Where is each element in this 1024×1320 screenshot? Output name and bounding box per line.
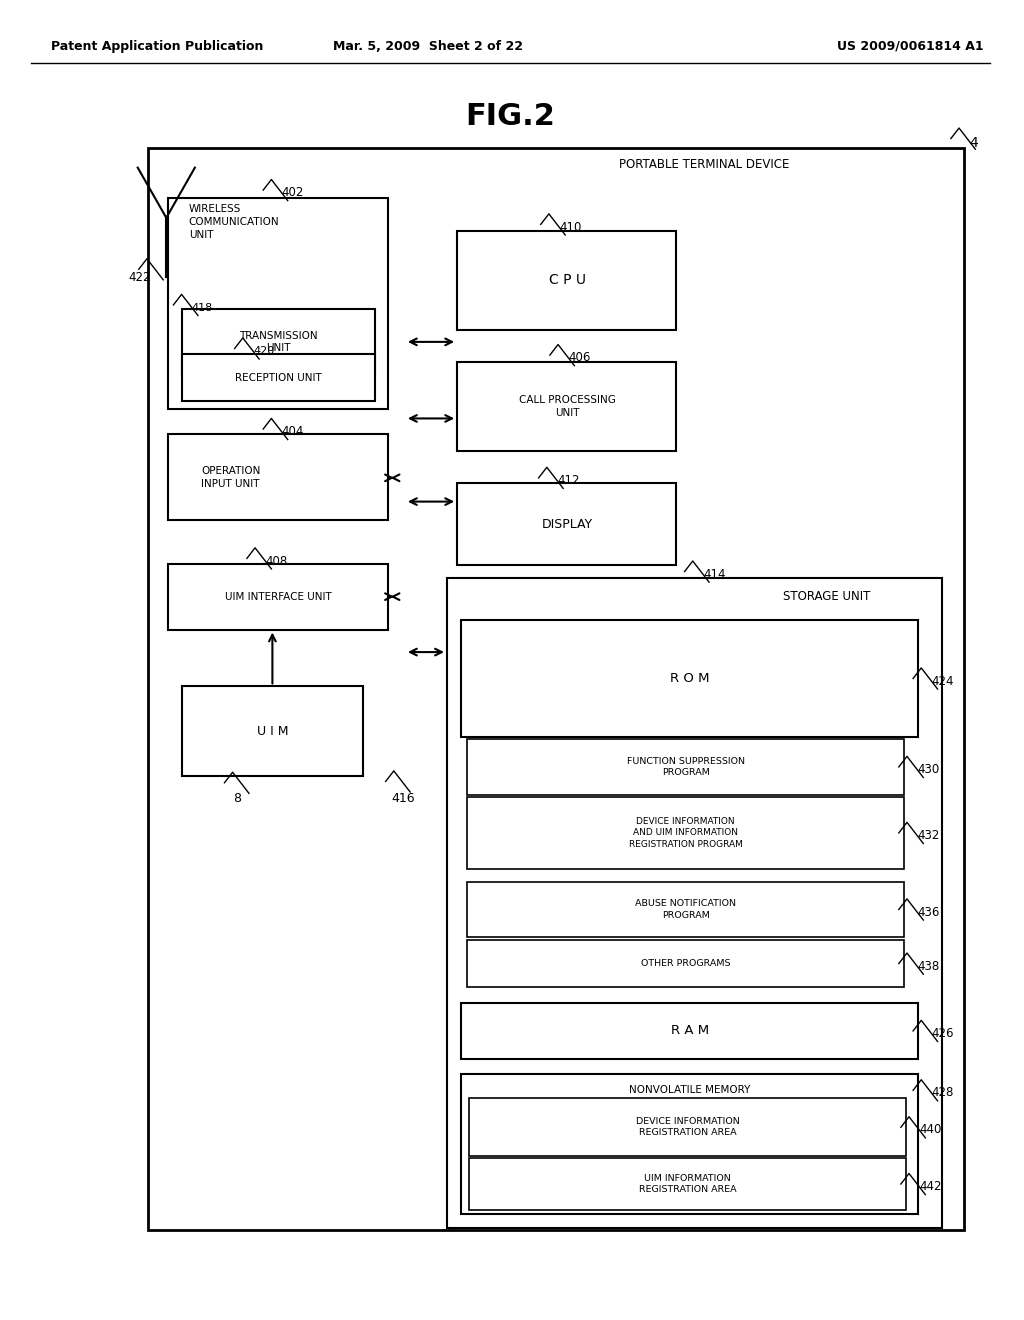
Text: 442: 442 <box>920 1180 942 1193</box>
Text: 420: 420 <box>253 346 274 356</box>
Bar <box>457 362 677 451</box>
Text: 406: 406 <box>568 351 591 364</box>
Text: 402: 402 <box>282 186 304 199</box>
Text: 436: 436 <box>918 906 940 919</box>
Text: 416: 416 <box>391 792 415 805</box>
Text: R O M: R O M <box>670 672 710 685</box>
Text: 430: 430 <box>918 763 939 776</box>
Text: 8: 8 <box>232 792 241 805</box>
Bar <box>168 434 388 520</box>
Text: OTHER PROGRAMS: OTHER PROGRAMS <box>641 960 730 968</box>
Bar <box>147 148 965 1230</box>
Bar <box>446 578 942 1228</box>
Bar <box>461 1074 919 1214</box>
Text: FUNCTION SUPPRESSION
PROGRAM: FUNCTION SUPPRESSION PROGRAM <box>627 756 744 777</box>
Text: 404: 404 <box>282 425 304 438</box>
Text: Patent Application Publication: Patent Application Publication <box>51 40 263 53</box>
Text: 422: 422 <box>128 271 151 284</box>
Bar <box>181 686 364 776</box>
Text: 414: 414 <box>702 568 725 581</box>
Text: 424: 424 <box>932 675 954 688</box>
Text: 440: 440 <box>920 1123 942 1137</box>
Text: 432: 432 <box>918 829 940 842</box>
Text: 426: 426 <box>932 1027 954 1040</box>
Text: NONVOLATILE MEMORY: NONVOLATILE MEMORY <box>629 1085 751 1096</box>
Text: 412: 412 <box>557 474 580 487</box>
Bar <box>457 231 677 330</box>
Bar <box>461 620 919 737</box>
Text: DEVICE INFORMATION
REGISTRATION AREA: DEVICE INFORMATION REGISTRATION AREA <box>636 1117 739 1138</box>
Text: 410: 410 <box>559 220 582 234</box>
Text: UIM INTERFACE UNIT: UIM INTERFACE UNIT <box>225 591 332 602</box>
Text: OPERATION
INPUT UNIT: OPERATION INPUT UNIT <box>201 466 260 490</box>
Bar <box>461 1003 919 1059</box>
Bar <box>469 1158 906 1210</box>
Text: 408: 408 <box>265 554 288 568</box>
Bar <box>181 354 376 401</box>
Text: DEVICE INFORMATION
AND UIM INFORMATION
REGISTRATION PROGRAM: DEVICE INFORMATION AND UIM INFORMATION R… <box>629 817 742 849</box>
Text: ABUSE NOTIFICATION
PROGRAM: ABUSE NOTIFICATION PROGRAM <box>635 899 736 920</box>
Bar <box>467 739 904 795</box>
Text: PORTABLE TERMINAL DEVICE: PORTABLE TERMINAL DEVICE <box>618 158 790 172</box>
Text: 418: 418 <box>191 302 213 313</box>
Bar <box>181 309 376 375</box>
Text: UIM INFORMATION
REGISTRATION AREA: UIM INFORMATION REGISTRATION AREA <box>639 1173 736 1195</box>
Text: 438: 438 <box>918 960 939 973</box>
Text: TRANSMISSION
UNIT: TRANSMISSION UNIT <box>240 331 317 352</box>
Text: RECEPTION UNIT: RECEPTION UNIT <box>236 372 322 383</box>
Bar <box>467 797 904 869</box>
Text: US 2009/0061814 A1: US 2009/0061814 A1 <box>837 40 983 53</box>
Text: R A M: R A M <box>671 1024 709 1038</box>
Text: 428: 428 <box>932 1086 953 1100</box>
Text: 4: 4 <box>969 136 978 149</box>
Text: U I M: U I M <box>257 725 288 738</box>
Text: Mar. 5, 2009  Sheet 2 of 22: Mar. 5, 2009 Sheet 2 of 22 <box>334 40 523 53</box>
Bar <box>467 882 904 937</box>
Text: FIG.2: FIG.2 <box>465 102 555 131</box>
Text: STORAGE UNIT: STORAGE UNIT <box>782 590 870 603</box>
Text: C P U: C P U <box>549 273 586 286</box>
Bar <box>467 940 904 987</box>
Bar <box>168 564 388 630</box>
Bar <box>457 483 677 565</box>
Text: WIRELESS
COMMUNICATION
UNIT: WIRELESS COMMUNICATION UNIT <box>188 203 280 240</box>
Text: CALL PROCESSING
UNIT: CALL PROCESSING UNIT <box>519 395 615 418</box>
Text: DISPLAY: DISPLAY <box>542 517 593 531</box>
Bar <box>168 198 388 409</box>
Bar <box>469 1098 906 1156</box>
